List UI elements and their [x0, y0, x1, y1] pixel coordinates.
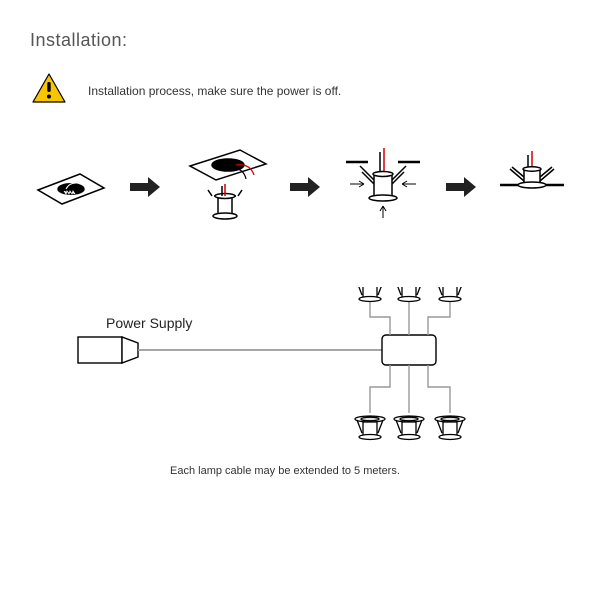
installation-steps	[30, 142, 570, 237]
arrow-icon	[130, 177, 160, 202]
page-title: Installation:	[30, 30, 570, 51]
arrow-icon	[290, 177, 320, 202]
wiring-diagram: Power Supply	[30, 287, 570, 517]
wiring-footnote: Each lamp cable may be extended to 5 met…	[170, 465, 400, 477]
warning-icon	[32, 73, 66, 108]
step-1-drill-hole	[32, 148, 110, 231]
step-3-insert	[340, 144, 426, 235]
step-4-installed	[496, 151, 568, 228]
step-2-prepare-light	[180, 142, 270, 237]
arrow-icon	[446, 177, 476, 202]
warning-text: Installation process, make sure the powe…	[88, 84, 341, 98]
warning-row: Installation process, make sure the powe…	[30, 73, 570, 108]
